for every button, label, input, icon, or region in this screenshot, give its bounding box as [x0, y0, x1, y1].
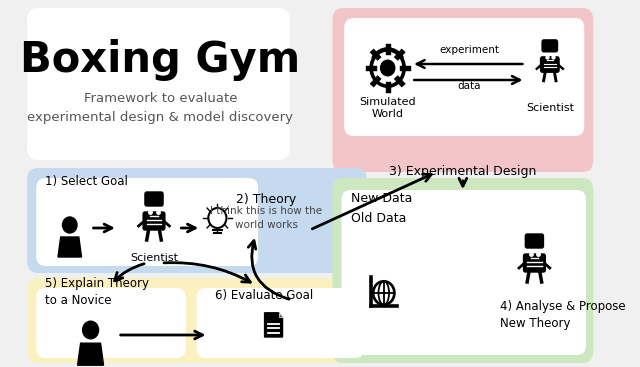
Text: Framework to evaluate
experimental design & model discovery: Framework to evaluate experimental desig…: [28, 92, 293, 124]
Polygon shape: [58, 237, 81, 257]
FancyBboxPatch shape: [524, 254, 545, 272]
Text: 4) Analyse & Propose
New Theory: 4) Analyse & Propose New Theory: [500, 300, 626, 330]
Text: Scientist: Scientist: [130, 253, 178, 263]
FancyBboxPatch shape: [27, 278, 367, 363]
FancyBboxPatch shape: [541, 57, 559, 72]
FancyBboxPatch shape: [36, 288, 186, 358]
FancyBboxPatch shape: [36, 178, 258, 266]
FancyBboxPatch shape: [27, 8, 290, 160]
Polygon shape: [264, 313, 282, 337]
Text: 3) Experimental Design: 3) Experimental Design: [389, 166, 536, 178]
FancyBboxPatch shape: [542, 40, 557, 52]
Text: Scientist: Scientist: [526, 103, 574, 113]
Text: experiment: experiment: [439, 45, 499, 55]
Text: Boxing Gym: Boxing Gym: [20, 39, 300, 81]
Text: New Data: New Data: [351, 192, 412, 204]
FancyBboxPatch shape: [525, 234, 543, 248]
Text: data: data: [458, 81, 481, 91]
Text: I think this is how the
world works: I think this is how the world works: [211, 206, 323, 230]
FancyBboxPatch shape: [143, 212, 165, 230]
Polygon shape: [77, 343, 104, 365]
Text: Old Data: Old Data: [351, 211, 406, 225]
Circle shape: [83, 321, 99, 339]
Text: 1) Select Goal: 1) Select Goal: [45, 175, 128, 189]
Text: 2) Theory: 2) Theory: [236, 193, 296, 207]
Text: 6) Evaluate Goal: 6) Evaluate Goal: [214, 288, 313, 302]
FancyBboxPatch shape: [332, 8, 593, 172]
Text: Simulated
World: Simulated World: [360, 97, 416, 119]
FancyBboxPatch shape: [27, 168, 367, 273]
Circle shape: [63, 217, 77, 233]
FancyBboxPatch shape: [24, 5, 595, 362]
FancyBboxPatch shape: [344, 18, 584, 136]
FancyBboxPatch shape: [342, 190, 586, 355]
FancyBboxPatch shape: [332, 178, 593, 363]
FancyBboxPatch shape: [196, 288, 364, 358]
Circle shape: [381, 60, 395, 76]
Text: 5) Explain Theory
to a Novice: 5) Explain Theory to a Novice: [45, 277, 149, 307]
FancyBboxPatch shape: [145, 192, 163, 206]
Polygon shape: [278, 313, 282, 317]
